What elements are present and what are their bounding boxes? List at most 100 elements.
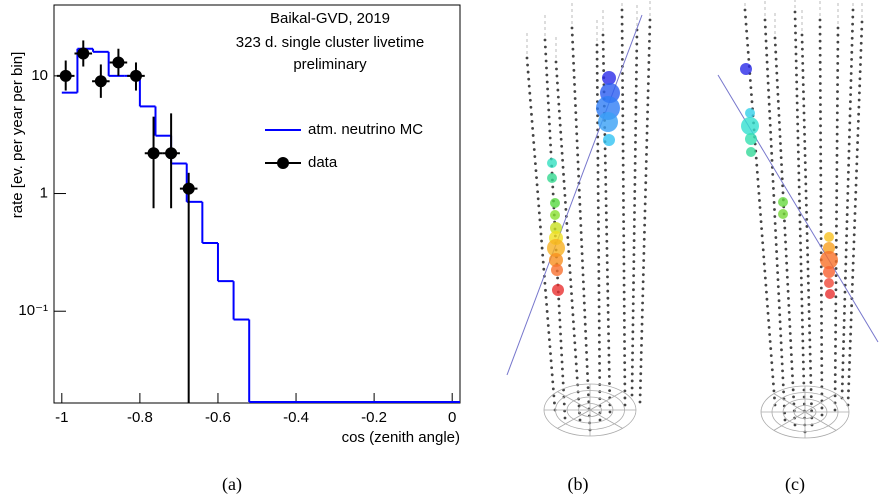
optical-module [550, 373, 554, 377]
optical-module [526, 63, 529, 67]
optical-module [533, 155, 537, 158]
optical-module [597, 270, 601, 273]
optical-module [775, 71, 779, 75]
optical-module [635, 70, 638, 74]
optical-module [802, 118, 806, 122]
optical-module [763, 276, 767, 280]
optical-module [760, 234, 764, 238]
optical-module [620, 36, 624, 40]
optical-module [558, 325, 562, 329]
optical-module [642, 244, 646, 248]
optical-module [857, 105, 861, 109]
optical-module [746, 50, 750, 54]
optical-module [849, 332, 852, 336]
x-tick-label: -0.8 [127, 409, 153, 426]
optical-module [586, 372, 589, 375]
optical-module [546, 101, 550, 105]
optical-module [581, 259, 584, 263]
optical-module [841, 382, 844, 386]
optical-module [851, 275, 855, 279]
optical-module [632, 288, 635, 292]
optical-module [851, 29, 854, 33]
optical-module [635, 42, 639, 46]
optical-module [639, 351, 643, 354]
y-tick-label: 10 [31, 67, 48, 84]
optical-module [547, 108, 551, 112]
optical-module [635, 35, 639, 39]
optical-module [558, 318, 562, 322]
optical-module [623, 354, 627, 358]
optical-module [633, 168, 637, 172]
base-spoke [804, 411, 837, 431]
optical-module [640, 336, 644, 340]
optical-module [848, 107, 852, 111]
optical-module [631, 295, 635, 299]
optical-module [646, 82, 650, 86]
optical-module [793, 10, 797, 14]
optical-module [801, 360, 805, 364]
optical-module [597, 326, 601, 330]
optical-module [634, 105, 638, 109]
optical-module [755, 170, 759, 174]
optical-module [835, 146, 839, 150]
optical-module [853, 205, 857, 208]
optical-module [632, 232, 636, 235]
data-point [94, 75, 107, 88]
optical-module [633, 218, 636, 221]
optical-module [799, 276, 803, 280]
optical-module [763, 18, 767, 22]
optical-module [647, 75, 650, 78]
optical-module [620, 29, 624, 33]
optical-module [558, 311, 561, 315]
optical-module [780, 355, 784, 359]
optical-module [841, 368, 845, 372]
optical-module [842, 347, 845, 351]
optical-module [836, 90, 839, 94]
optical-module [607, 353, 611, 357]
optical-module [597, 234, 600, 238]
optical-module [575, 139, 579, 143]
optical-module [604, 190, 608, 193]
optical-module [580, 238, 583, 241]
optical-module [798, 227, 802, 231]
optical-module [539, 225, 542, 229]
optical-module [779, 142, 782, 145]
optical-module [847, 156, 851, 160]
optical-module [806, 246, 809, 250]
optical-module [780, 362, 784, 366]
optical-module [564, 200, 567, 204]
optical-module [603, 154, 607, 158]
optical-module [852, 233, 856, 237]
optical-module [633, 147, 637, 151]
optical-module [819, 166, 823, 170]
optical-module [605, 218, 608, 222]
optical-module [642, 259, 646, 262]
optical-module [799, 269, 803, 273]
optical-module [800, 318, 804, 322]
optical-module [575, 132, 579, 136]
optical-module [820, 350, 824, 353]
optical-module [848, 135, 851, 139]
optical-module [630, 379, 634, 383]
optical-module [633, 183, 637, 186]
optical-module [773, 208, 776, 211]
optical-module [598, 354, 601, 358]
optical-module [621, 184, 625, 188]
optical-module [622, 213, 625, 216]
optical-module [809, 388, 813, 391]
optical-module [844, 262, 848, 266]
optical-module [776, 92, 780, 96]
hit [823, 266, 835, 278]
optical-module [854, 190, 858, 194]
optical-module [842, 333, 846, 336]
optical-module [621, 156, 625, 160]
optical-module [604, 211, 608, 215]
optical-module [574, 111, 578, 115]
optical-module [835, 104, 839, 108]
optical-module [622, 199, 625, 202]
optical-module [620, 50, 624, 54]
optical-module [847, 375, 851, 379]
optical-module [793, 17, 797, 21]
optical-module [555, 67, 558, 71]
muon-track [506, 14, 643, 376]
